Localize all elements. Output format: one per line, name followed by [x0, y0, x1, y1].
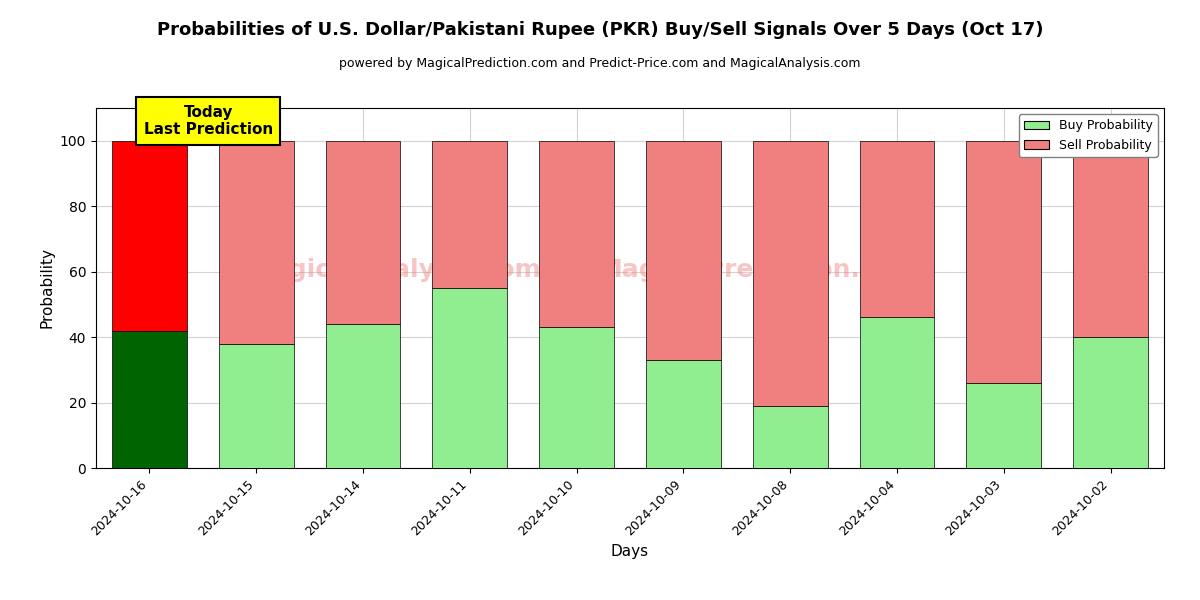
- Bar: [966, 141, 1042, 383]
- Bar: [859, 141, 935, 317]
- Y-axis label: Probability: Probability: [40, 247, 54, 329]
- Text: MagicalAnalysis.com: MagicalAnalysis.com: [248, 258, 542, 282]
- Bar: [218, 344, 294, 468]
- Bar: [646, 360, 721, 468]
- Text: powered by MagicalPrediction.com and Predict-Price.com and MagicalAnalysis.com: powered by MagicalPrediction.com and Pre…: [340, 56, 860, 70]
- Bar: [859, 317, 935, 468]
- Bar: [966, 383, 1042, 468]
- Bar: [539, 141, 614, 327]
- Bar: [752, 141, 828, 406]
- Bar: [112, 331, 187, 468]
- Bar: [432, 288, 508, 468]
- Bar: [325, 324, 401, 468]
- Bar: [539, 327, 614, 468]
- Bar: [1073, 337, 1148, 468]
- Bar: [752, 406, 828, 468]
- Bar: [1073, 141, 1148, 337]
- Bar: [432, 141, 508, 288]
- Bar: [325, 141, 401, 324]
- Text: Today
Last Prediction: Today Last Prediction: [144, 105, 272, 137]
- X-axis label: Days: Days: [611, 544, 649, 559]
- Bar: [646, 141, 721, 360]
- Legend: Buy Probability, Sell Probability: Buy Probability, Sell Probability: [1019, 114, 1158, 157]
- Text: MagicalPrediction.com: MagicalPrediction.com: [598, 258, 919, 282]
- Bar: [112, 141, 187, 331]
- Bar: [218, 141, 294, 344]
- Text: Probabilities of U.S. Dollar/Pakistani Rupee (PKR) Buy/Sell Signals Over 5 Days : Probabilities of U.S. Dollar/Pakistani R…: [157, 21, 1043, 39]
